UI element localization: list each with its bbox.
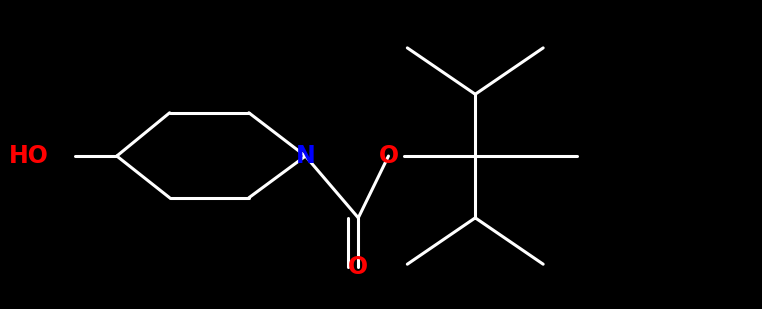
Text: N: N (296, 144, 315, 168)
Text: HO: HO (9, 144, 49, 168)
Text: O: O (379, 144, 399, 168)
Text: O: O (348, 255, 368, 279)
